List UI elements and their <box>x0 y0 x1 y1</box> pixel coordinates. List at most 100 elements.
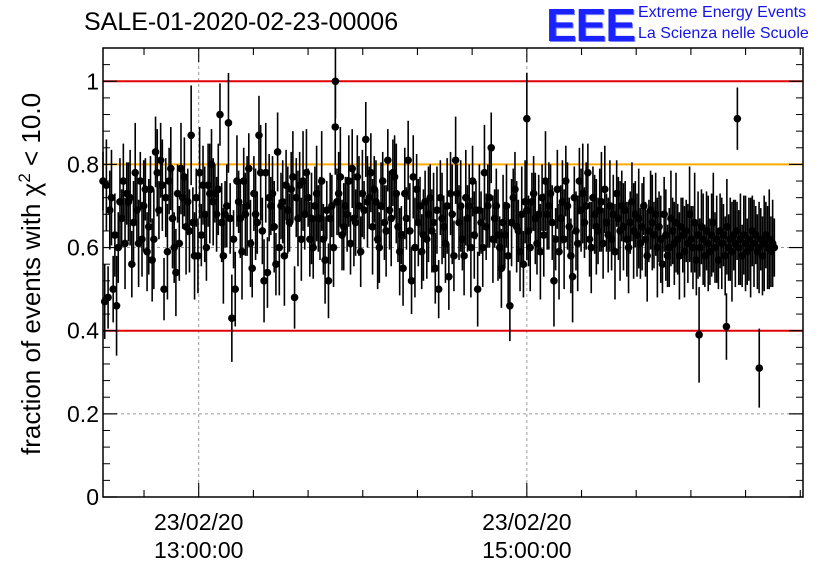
data-point <box>336 173 345 181</box>
data-point <box>324 277 333 285</box>
data-point <box>360 206 368 214</box>
data-point <box>348 164 357 173</box>
data-point <box>175 239 184 248</box>
data-point <box>467 243 475 252</box>
data-point <box>219 252 228 260</box>
data-point <box>172 268 180 277</box>
data-point <box>392 189 401 198</box>
data-point <box>290 293 299 302</box>
data-point <box>399 264 407 273</box>
y-tick-label: 0.6 <box>67 235 99 261</box>
data-point <box>119 177 128 185</box>
data-point <box>180 173 189 181</box>
data-point <box>733 114 742 123</box>
data-point <box>456 202 465 210</box>
data-point <box>345 177 353 185</box>
data-point <box>517 210 526 219</box>
data-point <box>404 156 412 165</box>
data-point <box>128 260 136 268</box>
data-point <box>114 243 123 252</box>
data-point <box>270 222 279 231</box>
data-point <box>448 210 457 219</box>
data-point <box>485 193 494 202</box>
data-point <box>112 301 121 310</box>
data-point <box>368 222 377 231</box>
data-point <box>156 156 165 165</box>
data-point <box>580 218 589 227</box>
data-point <box>153 168 162 177</box>
data-point <box>150 235 158 244</box>
data-point <box>407 277 416 285</box>
data-point <box>553 185 562 194</box>
data-point <box>487 143 496 152</box>
data-point <box>573 239 582 248</box>
data-point <box>202 243 211 252</box>
eee-logo-mark: EEE <box>546 0 636 51</box>
data-point <box>268 189 277 198</box>
data-point <box>597 198 606 206</box>
data-point <box>272 260 280 268</box>
data-point <box>572 227 580 235</box>
data-point <box>328 202 336 210</box>
data-point <box>695 331 703 339</box>
data-point <box>255 131 263 140</box>
data-point <box>226 214 234 223</box>
data-point <box>258 227 267 235</box>
data-point <box>411 243 419 252</box>
data-point <box>121 239 129 248</box>
data-point <box>105 206 114 214</box>
data-point <box>280 252 289 260</box>
data-point <box>409 173 418 181</box>
data-point <box>297 235 306 244</box>
data-point <box>470 231 479 239</box>
data-point <box>511 185 519 194</box>
data-point <box>222 202 231 210</box>
x-tick-label-time: 15:00:00 <box>482 537 572 563</box>
data-point <box>161 193 170 202</box>
data-point <box>484 202 492 210</box>
data-point <box>563 202 572 210</box>
data-point <box>445 272 453 281</box>
data-point <box>160 285 168 293</box>
data-point <box>317 177 326 185</box>
data-point <box>168 214 177 223</box>
y-tick-label: 1 <box>86 68 99 94</box>
data-point <box>278 198 287 206</box>
data-point <box>185 227 194 235</box>
data-point <box>144 222 153 231</box>
y-tick-label: 0 <box>86 484 99 510</box>
data-point <box>382 227 390 235</box>
data-point <box>158 181 167 189</box>
data-point <box>229 235 238 244</box>
data-point <box>163 247 172 256</box>
data-point <box>289 173 297 181</box>
data-point <box>550 277 558 285</box>
data-point <box>722 322 731 331</box>
data-point <box>640 202 648 210</box>
data-point <box>560 235 568 244</box>
data-point <box>502 202 511 210</box>
data-point <box>143 247 151 256</box>
data-point <box>601 185 609 194</box>
data-point <box>380 218 389 227</box>
data-point <box>321 256 329 264</box>
data-point <box>107 193 116 202</box>
data-point <box>390 173 399 181</box>
data-point <box>431 264 440 273</box>
data-point <box>136 177 145 185</box>
data-point <box>331 77 340 86</box>
data-point <box>504 252 512 260</box>
data-point <box>385 206 394 214</box>
data-point <box>611 247 619 256</box>
data-point <box>167 164 175 173</box>
data-point <box>253 218 262 227</box>
data-point <box>358 189 367 198</box>
data-point <box>599 239 607 248</box>
data-point <box>536 247 545 256</box>
data-point <box>251 210 260 219</box>
data-point <box>356 247 365 256</box>
data-point <box>192 193 201 202</box>
data-point <box>548 218 557 227</box>
y-tick-label: 0.2 <box>67 401 99 427</box>
